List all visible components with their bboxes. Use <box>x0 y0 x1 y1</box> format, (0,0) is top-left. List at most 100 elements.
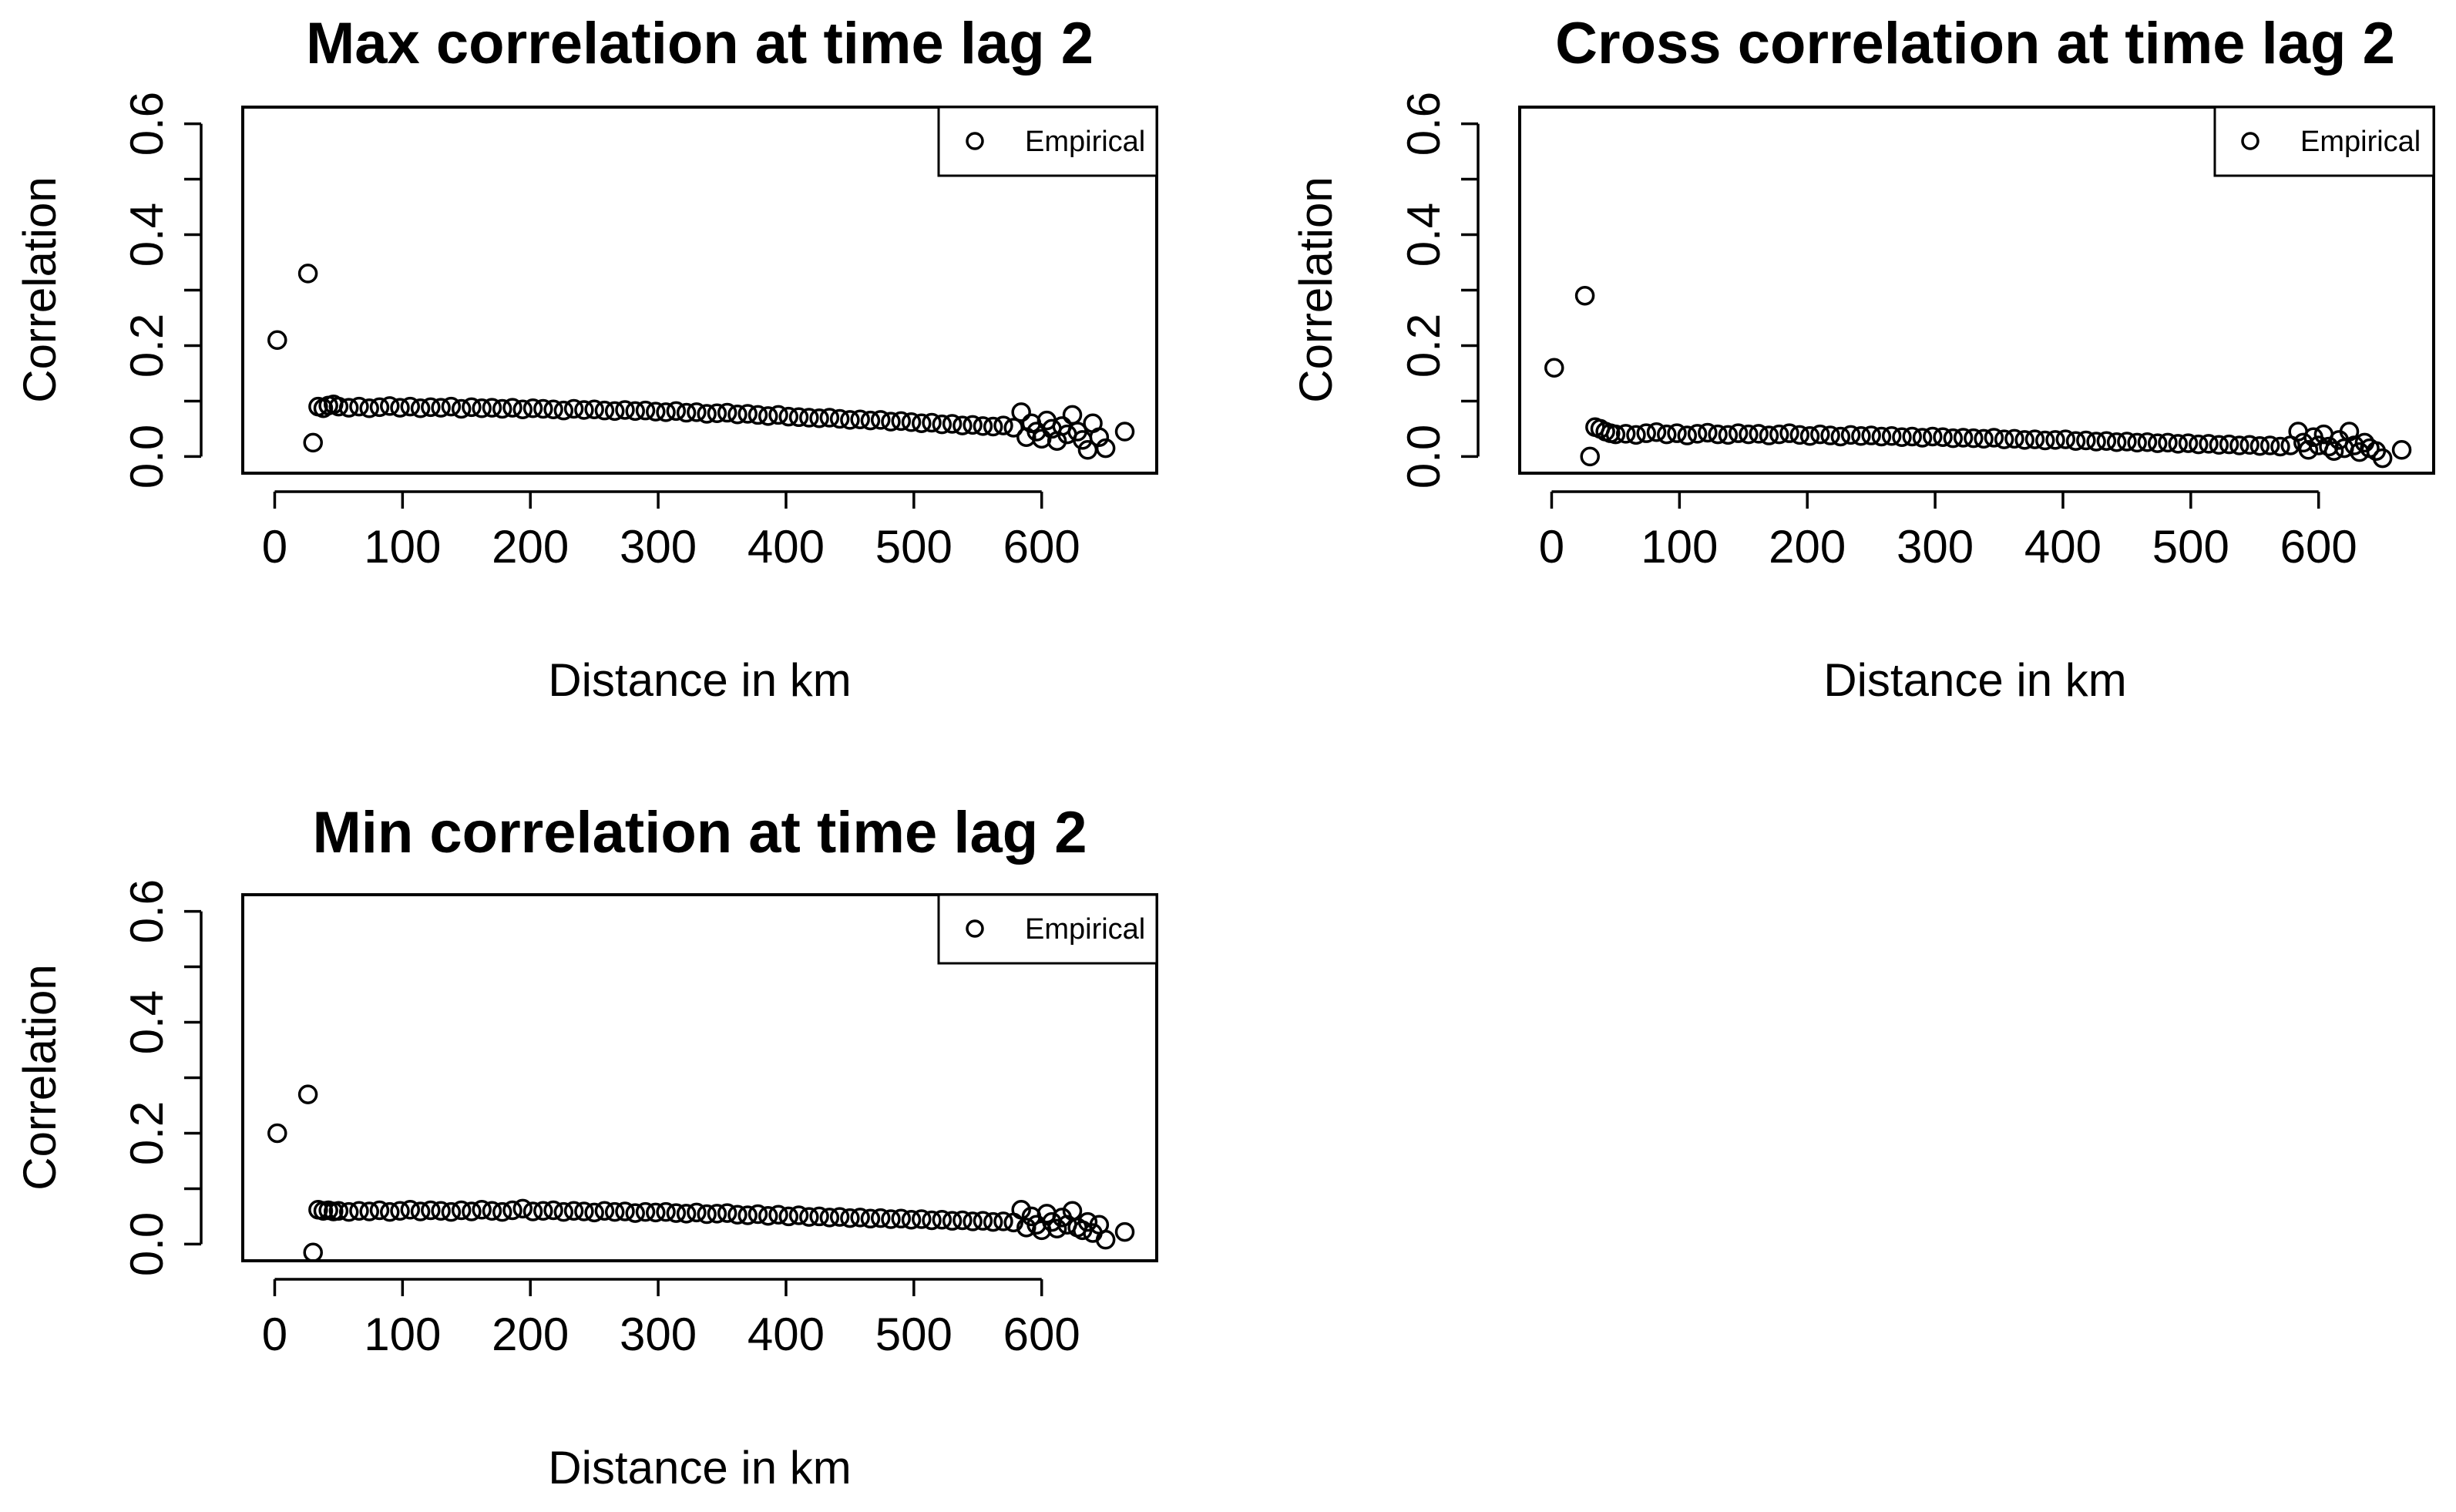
data-point <box>1933 427 1953 447</box>
x-tick-label: 100 <box>364 521 441 573</box>
data-point <box>604 1201 625 1222</box>
data-point <box>421 1200 441 1221</box>
data-point <box>2034 430 2055 451</box>
data-point <box>338 1201 359 1222</box>
y-tick-label: 0.6 <box>121 879 173 943</box>
data-point <box>533 1201 553 1221</box>
chart-title: Min correlation at time lag 2 <box>312 800 1087 865</box>
data-point <box>267 1123 287 1144</box>
data-point <box>522 398 543 418</box>
data-point <box>2249 435 2270 456</box>
data-point <box>717 1203 737 1223</box>
data-point <box>2372 448 2393 469</box>
data-point <box>390 398 410 418</box>
data-point <box>380 396 400 416</box>
data-point <box>1984 428 2004 448</box>
data-point <box>1799 426 1820 446</box>
x-axis-label: Distance in km <box>1823 654 2126 706</box>
data-point <box>2004 428 2024 449</box>
data-point <box>850 1208 870 1228</box>
data-point <box>563 1201 584 1221</box>
data-point <box>543 1200 563 1221</box>
data-point <box>973 1211 993 1231</box>
legend-label: Empirical <box>1025 913 1145 946</box>
data-point <box>912 1209 932 1229</box>
data-point <box>2024 429 2045 449</box>
data-point <box>553 1201 574 1222</box>
data-point <box>942 1211 963 1231</box>
legend-label: Empirical <box>1025 126 1145 158</box>
data-point <box>646 402 666 422</box>
data-point <box>553 400 574 421</box>
data-point <box>635 1201 656 1222</box>
data-point <box>666 1203 687 1223</box>
data-point <box>2229 435 2249 455</box>
data-point <box>1892 427 1912 447</box>
data-point <box>482 1201 502 1221</box>
data-point <box>2106 432 2127 452</box>
data-point <box>768 405 788 425</box>
data-point <box>297 264 318 284</box>
data-point <box>441 396 462 417</box>
x-tick-label: 400 <box>748 521 825 573</box>
data-point <box>1974 428 1994 449</box>
data-point <box>1718 425 1739 445</box>
x-tick-label: 300 <box>620 1309 697 1360</box>
data-point <box>912 413 932 433</box>
x-tick-label: 200 <box>492 521 569 573</box>
data-point <box>574 400 594 420</box>
y-tick-label: 0.6 <box>1398 92 1450 156</box>
data-point <box>1840 425 1861 445</box>
data-point <box>338 398 359 418</box>
y-axis: 0.0 0.2 0.4 0.6 <box>121 879 203 1276</box>
data-point <box>2270 436 2290 457</box>
data-point <box>472 398 492 418</box>
data-points <box>267 1084 1135 1262</box>
chart-title: Max correlation at time lag 2 <box>306 11 1094 76</box>
x-tick-label: 100 <box>364 1309 441 1360</box>
data-point <box>1851 426 1871 446</box>
x-tick-label: 200 <box>492 1309 569 1360</box>
y-axis: 0.0 0.2 0.4 0.6 <box>121 92 203 489</box>
data-point <box>727 1205 748 1225</box>
data-point <box>840 410 860 430</box>
data-point <box>687 1202 707 1223</box>
data-point <box>1728 423 1749 443</box>
y-tick-label: 0.6 <box>121 92 173 156</box>
data-point <box>1789 425 1810 445</box>
y-tick-label: 0.0 <box>121 1212 173 1276</box>
legend-marker <box>966 132 984 150</box>
data-point <box>1011 402 1031 422</box>
data-point <box>2158 432 2178 453</box>
data-point <box>1687 424 1708 444</box>
x-axis: 0 100 200 300 400 500 600 <box>262 1278 1080 1360</box>
data-point <box>390 1201 410 1221</box>
y-tick-label: 0.4 <box>1398 203 1450 267</box>
data-point <box>676 1204 697 1224</box>
data-point <box>349 1201 369 1221</box>
data-point <box>1739 424 1759 445</box>
data-point <box>1861 425 1881 445</box>
data-points <box>1544 285 2412 469</box>
y-tick-label: 0.2 <box>121 1101 173 1165</box>
x-tick-label: 600 <box>2280 521 2357 573</box>
data-point <box>799 408 819 428</box>
data-point <box>512 399 533 419</box>
data-point <box>1769 424 1789 445</box>
x-tick-label: 0 <box>1539 521 1564 573</box>
data-point <box>1871 426 1892 447</box>
data-point <box>1095 438 1116 459</box>
data-points <box>267 264 1135 460</box>
data-point <box>2298 440 2319 460</box>
data-point <box>267 330 287 351</box>
legend-box <box>937 893 1158 965</box>
data-point <box>349 396 369 417</box>
data-point <box>656 402 676 422</box>
data-point <box>1605 424 1626 445</box>
data-point <box>1667 423 1687 443</box>
data-point <box>697 1204 717 1225</box>
data-point <box>431 1201 451 1221</box>
data-point <box>748 405 768 425</box>
data-point <box>1047 1218 1067 1239</box>
